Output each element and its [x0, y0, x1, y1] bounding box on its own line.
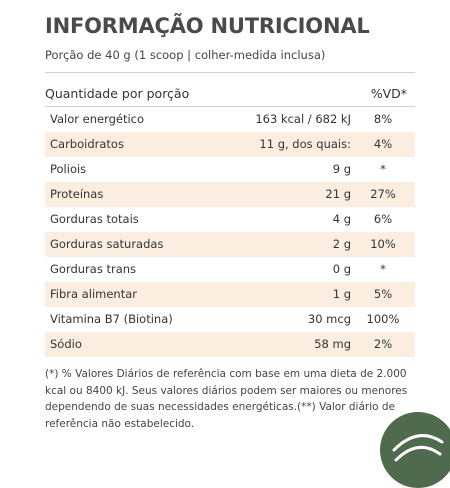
nutrient-amount: 0 g — [332, 262, 351, 276]
nutrient-amount: 1 g — [332, 287, 351, 301]
nutrient-dv: 5% — [373, 287, 393, 301]
nutrient-amount: 21 g — [325, 187, 351, 201]
nutrient-dv: 27% — [370, 187, 396, 201]
table-row: Gorduras trans 0 g * — [45, 257, 415, 282]
nutrient-amount: 2 g — [332, 237, 351, 251]
nutrient-amount: 9 g — [332, 162, 351, 176]
footnote: (*) % Valores Diários de referência com … — [45, 368, 408, 430]
nutrient-dv: 10% — [370, 237, 396, 251]
nutrient-dv: 2% — [373, 337, 393, 351]
nutrient-amount: 4 g — [332, 212, 351, 226]
nutrition-table: Valor energético 163 kcal / 682 kJ 8% Ca… — [45, 107, 415, 357]
table-row: Gorduras totais 4 g 6% — [45, 207, 415, 232]
table-row: Gorduras saturadas 2 g 10% — [45, 232, 415, 257]
nutrient-name: Proteínas — [50, 187, 104, 201]
table-header: Quantidade por porção %VD* — [45, 86, 415, 102]
nutrient-dv: * — [380, 162, 386, 176]
nutrient-dv: 100% — [366, 312, 400, 326]
dv-header: %VD* — [370, 86, 407, 101]
nutrient-name: Gorduras saturadas — [50, 237, 164, 251]
nutrient-amount: 11 g, dos quais: — [259, 137, 351, 151]
table-row: Fibra alimentar 1 g 5% — [45, 282, 415, 307]
divider-header — [45, 106, 415, 107]
nutrient-amount: 58 mg — [314, 337, 351, 351]
nutrient-name: Fibra alimentar — [50, 287, 137, 301]
brand-badge-icon — [380, 412, 450, 488]
nutrient-dv: 8% — [373, 112, 393, 126]
page-title: INFORMAÇÃO NUTRICIONAL — [45, 14, 370, 38]
table-row: Carboidratos 11 g, dos quais: 4% — [45, 132, 415, 157]
nutrient-name: Sódio — [50, 337, 82, 351]
nutrient-name: Gorduras trans — [50, 262, 137, 276]
nutrient-name: Poliois — [50, 162, 87, 176]
brand-swirl-icon — [392, 434, 444, 462]
nutrient-name: Carboidratos — [50, 137, 124, 151]
nutrient-dv: * — [380, 262, 386, 276]
quantity-header: Quantidade por porção — [45, 86, 190, 101]
nutrient-dv: 6% — [373, 212, 393, 226]
nutrient-name: Vitamina B7 (Biotina) — [50, 312, 173, 326]
nutrient-name: Gorduras totais — [50, 212, 139, 226]
divider-top — [45, 72, 415, 73]
table-row: Valor energético 163 kcal / 682 kJ 8% — [45, 107, 415, 132]
table-row: Poliois 9 g * — [45, 157, 415, 182]
table-row: Vitamina B7 (Biotina) 30 mcg 100% — [45, 307, 415, 332]
nutrient-amount: 163 kcal / 682 kJ — [255, 112, 351, 126]
serving-size: Porção de 40 g (1 scoop | colher-medida … — [45, 48, 326, 62]
table-row: Sódio 58 mg 2% — [45, 332, 415, 357]
nutrient-dv: 4% — [373, 137, 393, 151]
nutrient-amount: 30 mcg — [307, 312, 351, 326]
table-row: Proteínas 21 g 27% — [45, 182, 415, 207]
nutrient-name: Valor energético — [50, 112, 145, 126]
